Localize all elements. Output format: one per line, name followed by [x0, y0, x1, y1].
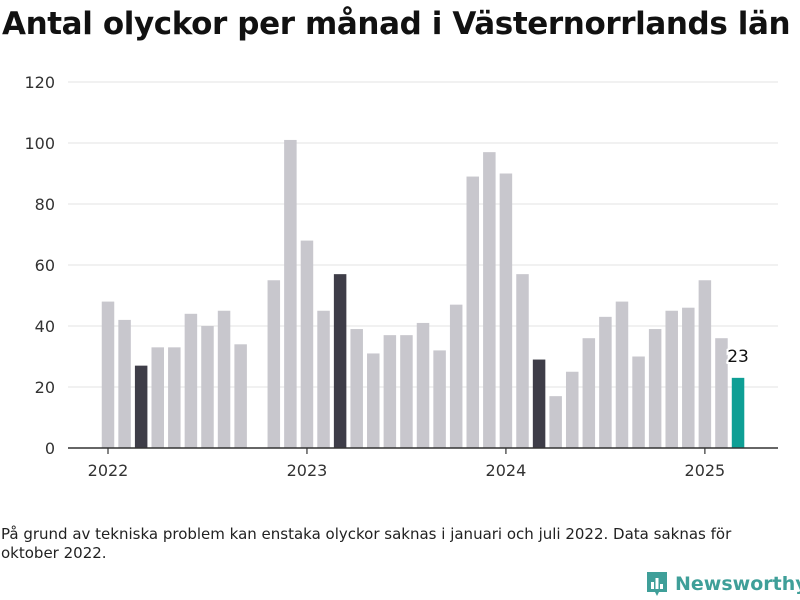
bar-2022-02: [118, 319, 131, 448]
bar-2022-04: [151, 347, 164, 448]
bar-2023-01: [300, 240, 314, 448]
bar-2023-08: [416, 322, 430, 448]
bar-2023-07: [400, 335, 413, 448]
bar-2022-06: [184, 313, 198, 448]
bar-2024-10: [648, 329, 662, 448]
brand-name: Newsworthy: [675, 573, 800, 595]
bar-2023-11: [466, 176, 480, 449]
y-axis-ticks: 0 20 40 60 80 100 120: [24, 73, 55, 458]
bar-2022-05: [168, 347, 181, 448]
bar-2024-02: [516, 274, 529, 448]
brand-logo[interactable]: Newsworthy: [645, 570, 800, 598]
bar-2024-09: [632, 356, 645, 448]
bar-2024-07: [599, 316, 612, 448]
bar-2022-03: [134, 365, 148, 448]
bar-2022-11: [267, 280, 281, 448]
bar-2022-07: [201, 326, 214, 448]
newsworthy-logo-icon: [647, 572, 667, 596]
chart-title: Antal olyckor per månad i Västernorrland…: [2, 6, 791, 42]
bar-2022-08: [217, 310, 231, 448]
bar-2023-05: [367, 353, 380, 448]
y-tick-label: 100: [24, 134, 55, 153]
y-tick-label: 40: [35, 317, 55, 336]
bar-2024-04: [549, 396, 562, 448]
y-tick-label: 80: [35, 195, 55, 214]
bar-2022-09: [234, 344, 247, 448]
bar-2023-02: [317, 310, 330, 448]
x-tick-label: 2023: [287, 461, 328, 480]
y-tick-label: 120: [24, 73, 55, 92]
bar-2024-11: [665, 310, 678, 448]
bar-2024-05: [565, 371, 579, 448]
bar-2025-02: [715, 338, 728, 448]
bars: [101, 139, 745, 449]
x-tick-label: 2024: [486, 461, 527, 480]
bar-2023-04: [350, 329, 363, 448]
y-tick-label: 0: [45, 439, 55, 458]
bar-2024-01: [499, 173, 513, 448]
bar-2023-06: [383, 335, 397, 448]
bar-2024-06: [582, 338, 596, 448]
bar-2023-12: [483, 152, 496, 448]
y-tick-label: 60: [35, 256, 55, 275]
y-tick-label: 20: [35, 378, 55, 397]
latest-value-label: 23: [727, 347, 749, 367]
annotations: 23: [725, 345, 751, 369]
bar-chart: 0 20 40 60 80 100 120 2022 2023 2024 2025 23: [24, 73, 778, 480]
bar-2024-12: [682, 307, 695, 448]
bar-2025-03: [731, 377, 745, 448]
bar-2023-09: [433, 350, 446, 448]
x-axis-ticks: 2022 2023 2024 2025: [88, 448, 726, 480]
bar-2024-03: [532, 359, 546, 448]
bar-2024-08: [615, 301, 629, 448]
bar-2023-03: [333, 274, 347, 448]
bar-2025-01: [698, 280, 712, 448]
bar-2022-12: [284, 139, 297, 448]
footnote: På grund av tekniska problem kan enstaka…: [1, 525, 732, 562]
x-tick-label: 2025: [685, 461, 726, 480]
bar-2022-01: [101, 301, 115, 448]
bar-2023-10: [449, 304, 463, 448]
x-tick-label: 2022: [88, 461, 129, 480]
